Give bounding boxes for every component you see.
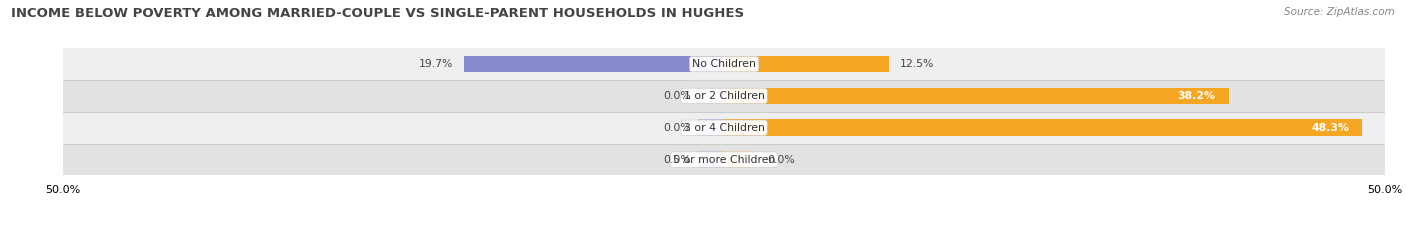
Text: 0.0%: 0.0% [664,91,692,101]
Legend: Married Couples, Single Parents: Married Couples, Single Parents [602,230,846,233]
Bar [724,56,890,72]
Text: 3 or 4 Children: 3 or 4 Children [683,123,765,133]
Text: 0.0%: 0.0% [664,154,692,164]
Bar [63,80,1385,112]
Text: Source: ZipAtlas.com: Source: ZipAtlas.com [1284,7,1395,17]
Bar [697,120,724,136]
Bar [724,88,1229,104]
Bar [724,151,751,168]
Text: 0.0%: 0.0% [768,154,796,164]
Text: 19.7%: 19.7% [419,59,453,69]
Text: No Children: No Children [692,59,756,69]
Text: 0.0%: 0.0% [664,123,692,133]
Bar [63,112,1385,144]
Bar [63,48,1385,80]
Text: 12.5%: 12.5% [900,59,934,69]
Bar [724,120,1362,136]
Bar [63,144,1385,175]
Text: 38.2%: 38.2% [1178,91,1216,101]
Bar [464,56,724,72]
Bar [697,151,724,168]
Bar [697,88,724,104]
Text: 5 or more Children: 5 or more Children [673,154,775,164]
Text: 48.3%: 48.3% [1312,123,1350,133]
Text: 1 or 2 Children: 1 or 2 Children [683,91,765,101]
Text: INCOME BELOW POVERTY AMONG MARRIED-COUPLE VS SINGLE-PARENT HOUSEHOLDS IN HUGHES: INCOME BELOW POVERTY AMONG MARRIED-COUPL… [11,7,744,20]
